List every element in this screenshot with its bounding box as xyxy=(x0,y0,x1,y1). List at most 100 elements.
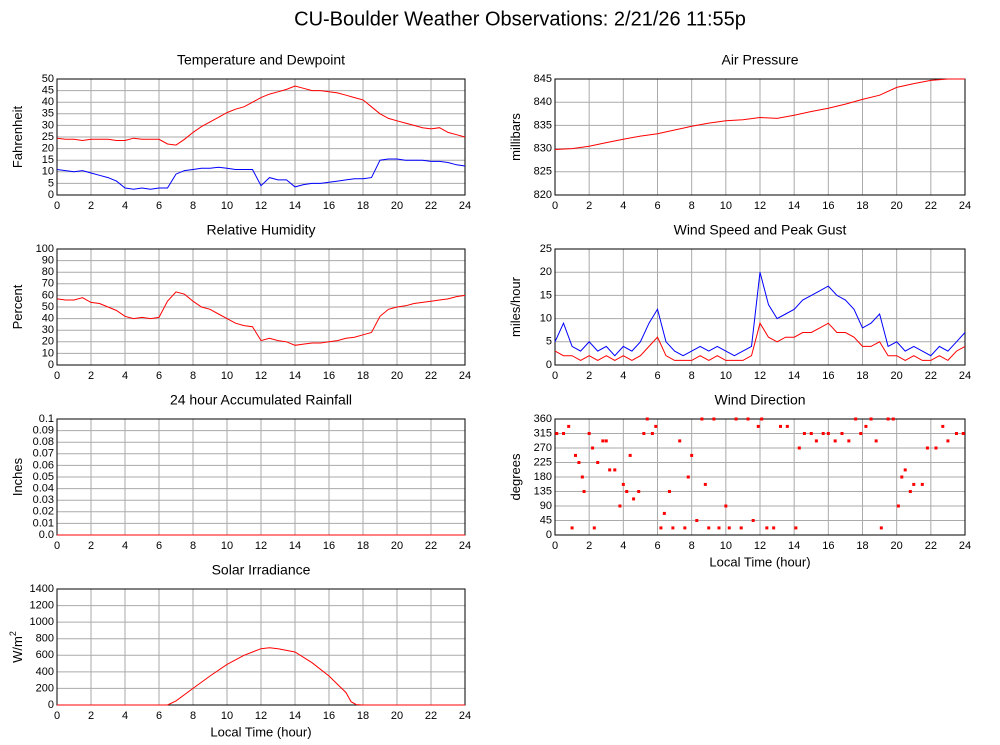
x-axis-label: Local Time (hour) xyxy=(210,724,311,739)
data-line xyxy=(56,291,466,346)
data-point xyxy=(577,461,581,464)
data-line xyxy=(554,272,966,357)
data-line xyxy=(57,647,465,706)
x-tick-label: 8 xyxy=(190,710,196,722)
y-tick-label: 0 xyxy=(48,189,54,201)
data-point xyxy=(854,417,858,421)
chart-title: Wind Speed and Peak Gust xyxy=(674,222,847,238)
data-point xyxy=(847,439,851,443)
data-point xyxy=(756,424,760,428)
x-tick-label: 8 xyxy=(190,370,196,382)
data-point xyxy=(671,526,675,530)
y-axis-label: Fahrenheit xyxy=(10,106,25,169)
y-tick-label: 20 xyxy=(42,336,54,348)
data-line xyxy=(554,321,966,362)
x-tick-label: 22 xyxy=(425,370,437,382)
x-tick-label: 12 xyxy=(255,370,267,382)
y-tick-label: 0.06 xyxy=(33,459,54,471)
data-point xyxy=(592,526,596,530)
y-tick-label: 0.09 xyxy=(33,425,54,437)
y-tick-label: 25 xyxy=(42,131,54,143)
data-point xyxy=(712,417,716,421)
y-axis-label: W/m2 xyxy=(8,631,25,663)
x-tick-label: 20 xyxy=(391,540,403,552)
y-tick-label: 825 xyxy=(534,166,552,178)
data-point xyxy=(934,446,938,450)
x-tick-label: 16 xyxy=(323,540,335,552)
x-tick-label: 20 xyxy=(391,200,403,212)
data-point xyxy=(690,453,694,457)
data-point xyxy=(703,482,707,486)
x-tick-label: 16 xyxy=(323,370,335,382)
y-tick-label: 0.1 xyxy=(39,413,54,425)
x-tick-label: 16 xyxy=(822,370,834,382)
y-tick-label: 90 xyxy=(42,255,54,267)
x-tick-label: 24 xyxy=(959,540,971,552)
x-tick-label: 0 xyxy=(54,540,60,552)
x-tick-label: 22 xyxy=(425,540,437,552)
data-point xyxy=(746,417,750,421)
x-tick-label: 20 xyxy=(891,370,903,382)
data-point xyxy=(618,504,622,508)
x-tick-label: 6 xyxy=(654,200,660,212)
y-tick-label: 5 xyxy=(48,177,54,189)
x-tick-label: 8 xyxy=(689,540,695,552)
y-tick-label: 10 xyxy=(540,313,552,325)
plot-border xyxy=(554,418,966,536)
data-point xyxy=(809,432,813,435)
y-tick-label: 1400 xyxy=(30,583,54,595)
y-tick-label: 40 xyxy=(42,313,54,325)
data-point xyxy=(900,475,904,479)
x-tick-label: 22 xyxy=(425,710,437,722)
chart-title: Relative Humidity xyxy=(207,222,316,238)
data-point xyxy=(613,468,617,472)
y-tick-label: 30 xyxy=(42,119,54,131)
y-tick-label: 180 xyxy=(534,471,552,483)
x-tick-label: 22 xyxy=(925,200,937,212)
y-tick-label: 830 xyxy=(534,143,552,155)
x-tick-label: 22 xyxy=(925,370,937,382)
y-tick-label: 1200 xyxy=(30,599,54,611)
chart: Relative HumidityPercent0102030405060708… xyxy=(10,222,471,382)
y-tick-label: 0.07 xyxy=(33,448,54,460)
x-tick-label: 2 xyxy=(88,540,94,552)
x-tick-label: 4 xyxy=(620,200,626,212)
y-axis-label: Inches xyxy=(10,457,25,496)
y-tick-label: 45 xyxy=(540,514,552,526)
data-point xyxy=(760,417,764,421)
data-point xyxy=(562,432,566,435)
y-axis-label-sup: 2 xyxy=(8,631,18,636)
data-point xyxy=(667,490,671,493)
data-point xyxy=(570,526,574,530)
y-tick-label: 50 xyxy=(42,301,54,313)
x-tick-label: 24 xyxy=(459,540,471,552)
data-point xyxy=(941,424,945,428)
y-tick-label: 100 xyxy=(36,243,54,255)
plot-border xyxy=(56,588,466,706)
x-tick-label: 22 xyxy=(425,200,437,212)
y-tick-label: 835 xyxy=(534,119,552,131)
x-tick-label: 0 xyxy=(552,370,558,382)
data-point xyxy=(859,432,863,435)
x-tick-label: 14 xyxy=(289,370,301,382)
y-tick-label: 135 xyxy=(534,485,552,497)
x-tick-label: 6 xyxy=(156,710,162,722)
data-point xyxy=(707,526,711,530)
data-point xyxy=(700,417,704,421)
data-point xyxy=(954,432,958,435)
data-point xyxy=(864,424,868,428)
x-tick-label: 12 xyxy=(754,540,766,552)
y-tick-label: 0.08 xyxy=(33,436,54,448)
x-tick-label: 14 xyxy=(289,540,301,552)
data-point xyxy=(879,526,883,530)
plot-border xyxy=(554,78,966,196)
data-point xyxy=(797,446,801,450)
y-tick-label: 40 xyxy=(42,96,54,108)
y-tick-label: 315 xyxy=(534,427,552,439)
data-point xyxy=(891,417,895,421)
x-tick-label: 10 xyxy=(720,540,732,552)
data-point xyxy=(802,432,806,435)
x-tick-label: 2 xyxy=(88,710,94,722)
x-tick-label: 4 xyxy=(620,370,626,382)
